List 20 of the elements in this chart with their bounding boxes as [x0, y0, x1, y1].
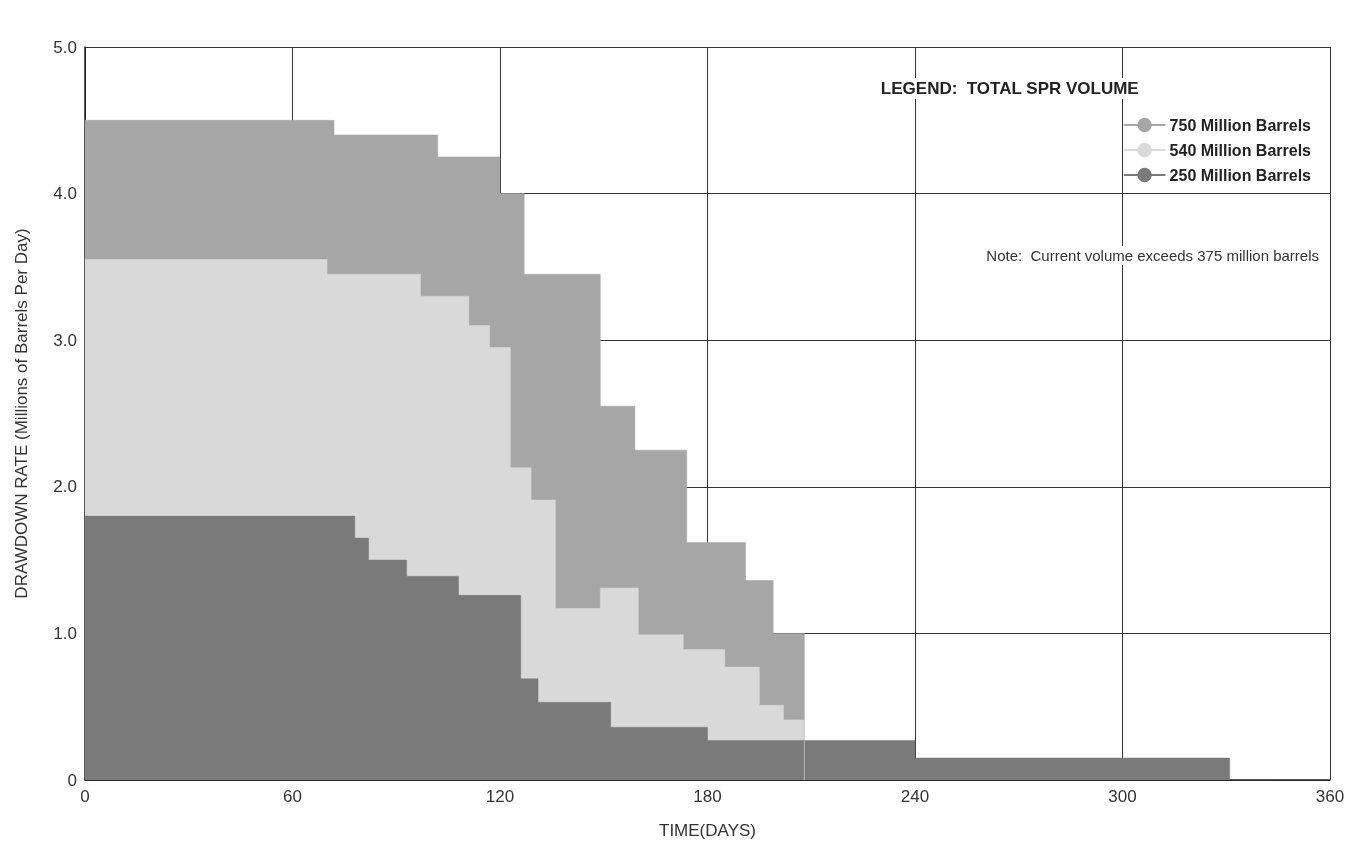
- y-tick-label: 0: [67, 770, 77, 790]
- x-tick-label: 360: [1315, 787, 1345, 806]
- annotation: Note: Current volume exceeds 375 million barrels: [986, 247, 1319, 264]
- legend-label: 250 Million Barrels: [1169, 166, 1312, 184]
- legend-label: 750 Million Barrels: [1169, 116, 1312, 134]
- x-tick-label: 180: [693, 787, 722, 806]
- y-tick-label: 1.0: [53, 623, 77, 643]
- legend-label: 540 Million Barrels: [1169, 141, 1312, 159]
- y-tick-label: 4.0: [53, 184, 77, 204]
- x-tick-label: 60: [283, 787, 302, 806]
- y-tick-label: 5.0: [53, 37, 77, 57]
- x-tick-label: 0: [80, 787, 90, 806]
- y-tick-label: 3.0: [53, 330, 77, 350]
- legend-title: LEGEND: TOTAL SPR VOLUME: [880, 79, 1139, 98]
- x-tick-label: 300: [1108, 787, 1137, 806]
- x-tick-label: 120: [485, 787, 515, 806]
- y-tick-label: 2.0: [53, 477, 77, 497]
- y-axis-title: DRAWDOWN RATE (Millions of Barrels Per Day): [12, 228, 31, 599]
- x-tick-label: 240: [900, 787, 930, 806]
- x-axis-title: TIME(DAYS): [659, 821, 756, 840]
